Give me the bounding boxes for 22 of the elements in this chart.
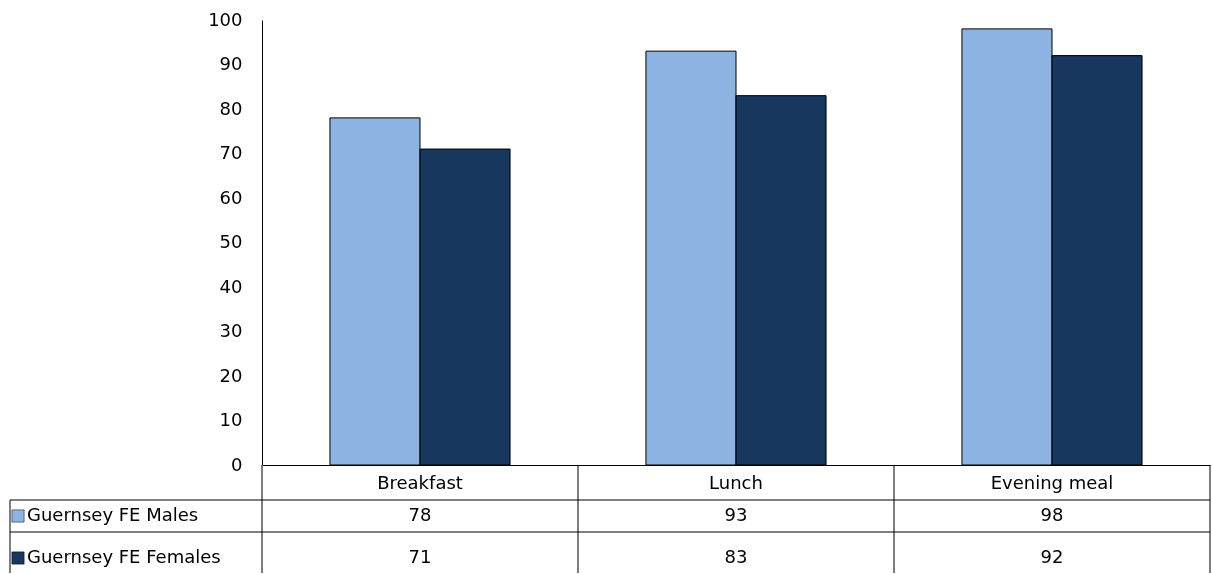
data-label: 98 bbox=[1040, 504, 1064, 525]
y-tick-label: 80 bbox=[219, 97, 243, 119]
x-tick-label: Lunch bbox=[709, 471, 763, 493]
data-label: 83 bbox=[724, 546, 748, 567]
y-tick-label: 40 bbox=[219, 275, 243, 297]
x-tick-label: Evening meal bbox=[990, 471, 1114, 493]
y-tick-label: 10 bbox=[219, 409, 243, 430]
y-tick-label: 70 bbox=[219, 142, 243, 163]
legend-label: Guernsey FE Females bbox=[27, 546, 221, 567]
legend-label: Guernsey FE Males bbox=[27, 504, 199, 525]
y-tick-label: 100 bbox=[208, 8, 243, 30]
data-label: 78 bbox=[408, 504, 432, 525]
data-label: 71 bbox=[408, 546, 432, 567]
data-label: 93 bbox=[724, 504, 748, 525]
y-tick-label: 60 bbox=[219, 186, 243, 208]
y-tick-label: 30 bbox=[219, 320, 243, 341]
y-tick-label: 50 bbox=[219, 231, 243, 252]
y-tick-label: 90 bbox=[219, 53, 243, 74]
x-tick-label: Breakfast bbox=[377, 471, 463, 493]
data-label: 92 bbox=[1040, 546, 1064, 567]
y-tick-label: 0 bbox=[231, 453, 243, 475]
y-tick-label: 20 bbox=[219, 364, 243, 386]
